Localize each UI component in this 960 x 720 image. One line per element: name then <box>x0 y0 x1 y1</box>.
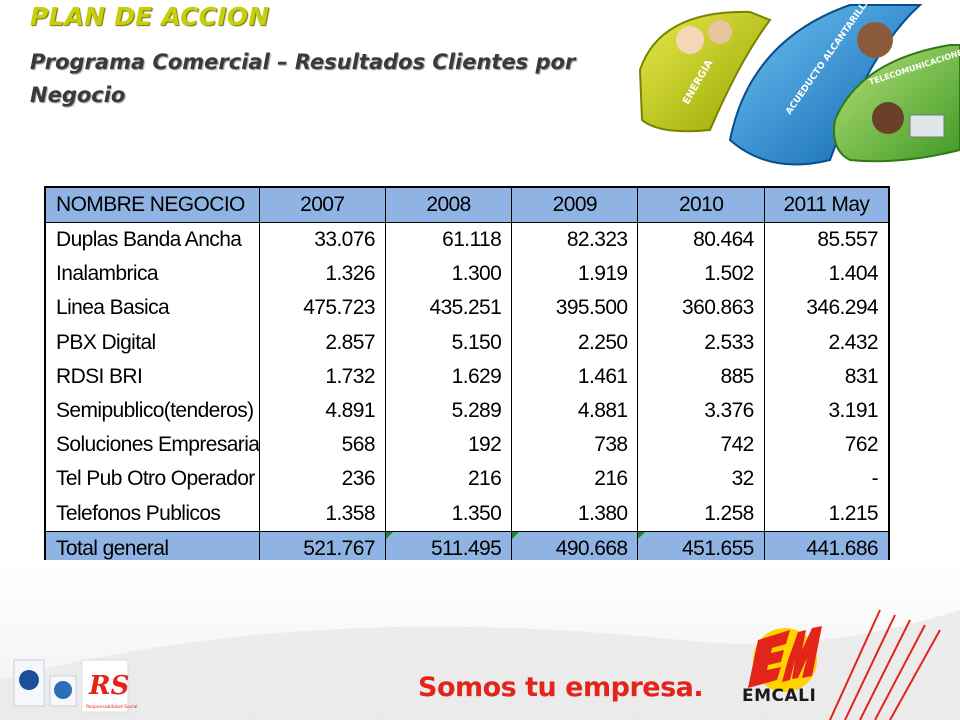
row-label: Inalambrica <box>45 257 260 292</box>
row-label: Duplas Banda Ancha <box>45 222 260 258</box>
decorative-lines <box>829 609 941 720</box>
header-nombre-negocio: NOMBRE NEGOCIO <box>45 187 260 223</box>
row-label: Tel Pub Otro Operador del <box>45 462 260 497</box>
emcali-logo-icon <box>748 626 822 692</box>
row-value: 1.215 <box>763 496 890 532</box>
header-year: 2008 <box>384 187 513 223</box>
error-indicator-icon <box>638 532 646 539</box>
row-value: 435.251 <box>384 291 513 326</box>
row-value: 346.294 <box>763 291 890 326</box>
row-value: 4.891 <box>258 393 386 429</box>
energia-capsule: ENERGIA <box>638 10 772 133</box>
header-year: 2007 <box>258 187 386 223</box>
table-header-row: NOMBRE NEGOCIO 2007 2008 2009 2010 2011 … <box>45 187 890 223</box>
row-value: 192 <box>384 428 513 463</box>
row-value: 395.500 <box>511 291 639 326</box>
row-label: PBX Digital <box>45 325 260 360</box>
table-row: Tel Pub Otro Operador del23621621632- <box>45 462 890 497</box>
row-label: Telefonos Publicos <box>45 496 260 532</box>
row-value: - <box>763 462 890 497</box>
row-value: 568 <box>258 428 386 463</box>
row-label: Linea Basica <box>45 291 260 326</box>
row-value: 360.863 <box>637 291 765 326</box>
row-value: 2.533 <box>637 325 765 360</box>
row-value: 80.464 <box>637 222 765 258</box>
row-label: RDSI BRI <box>45 359 260 394</box>
row-value: 1.629 <box>384 359 513 394</box>
row-value: 5.289 <box>384 393 513 429</box>
table-row: Soluciones Empresariales568192738742762 <box>45 428 890 463</box>
row-value: 2.250 <box>511 325 639 360</box>
error-indicator-icon <box>512 532 520 539</box>
slogan-text: Somos tu empresa. <box>418 672 704 703</box>
row-value: 82.323 <box>511 222 639 258</box>
footer-art: RS Responsabilidad Social <box>0 560 960 720</box>
row-value: 3.191 <box>763 393 890 429</box>
row-value: 475.723 <box>258 291 386 326</box>
row-value: 2.857 <box>258 325 386 360</box>
row-value: 1.919 <box>511 257 639 292</box>
certification-badges: RS Responsabilidad Social <box>13 659 137 713</box>
brand-name: EMCALI <box>742 686 817 706</box>
table-row: PBX Digital 2.857 5.150 2.250 2.533 2.432 <box>45 325 890 360</box>
header-year: 2009 <box>511 187 639 223</box>
table-row: Inalambrica 1.326 1.300 1.919 1.502 1.404 <box>45 257 890 292</box>
row-value: 1.404 <box>763 257 890 292</box>
error-indicator-icon <box>386 532 393 539</box>
row-value: 5.150 <box>384 325 513 360</box>
page-subtitle: Programa Comercial – Resultados Clientes… <box>30 50 576 107</box>
results-grid: NOMBRE NEGOCIO 2007 2008 2009 2010 2011 … <box>45 187 890 568</box>
results-table: NOMBRE NEGOCIO 2007 2008 2009 2010 2011 … <box>44 186 890 568</box>
row-value: 1.258 <box>637 496 765 532</box>
row-value: 3.376 <box>637 393 765 429</box>
row-label: Soluciones Empresariales <box>45 428 260 463</box>
row-value: 1.350 <box>384 496 513 532</box>
row-value: 32 <box>637 462 765 497</box>
header-year: 2010 <box>637 187 765 223</box>
page-title: PLAN DE ACCION <box>30 2 270 31</box>
row-value: 85.557 <box>763 222 890 258</box>
row-value: 1.380 <box>511 496 639 532</box>
row-value: 1.326 <box>258 257 386 292</box>
row-value: 885 <box>637 359 765 394</box>
svg-text:Responsabilidad Social: Responsabilidad Social <box>86 704 137 710</box>
table-row: Semipublico(tenderos) 4.891 5.289 4.881 3.37… <box>45 393 890 429</box>
row-value: 742 <box>637 428 765 463</box>
row-value: 216 <box>511 462 639 497</box>
row-value: 33.076 <box>258 222 386 258</box>
row-value: 1.732 <box>258 359 386 394</box>
row-value: 61.118 <box>384 222 513 258</box>
row-value: 738 <box>511 428 639 463</box>
row-value: 2.432 <box>763 325 890 360</box>
table-row: Telefonos Publicos 1.358 1.350 1.380 1.258 1.… <box>45 496 890 532</box>
table-row: Linea Basica 475.723 435.251 395.500 360.863… <box>45 291 890 326</box>
telecom-capsule: TELECOMUNICACIONES <box>833 44 960 163</box>
header-year: 2011 May <box>763 187 890 223</box>
row-value: 1.300 <box>384 257 513 292</box>
table-row: RDSI BRI 1.732 1.629 1.461 885 831 <box>45 359 890 394</box>
row-value: 1.358 <box>258 496 386 532</box>
row-value: 1.461 <box>511 359 639 394</box>
row-value: 236 <box>258 462 386 497</box>
row-value: 216 <box>384 462 513 497</box>
row-value: 831 <box>763 359 890 394</box>
row-value: 1.502 <box>637 257 765 292</box>
table-row: Duplas Banda Ancha 33.076 61.118 82.323 80.4… <box>45 222 890 258</box>
row-value: 762 <box>763 428 890 463</box>
row-value: 4.881 <box>511 393 639 429</box>
row-label: Semipublico(tenderos) <box>45 393 260 429</box>
svg-text:RS: RS <box>88 671 129 701</box>
header-banner-image: ENERGIA ACUEDUCTO ALCANTARILLADO TELECOM… <box>638 0 960 166</box>
